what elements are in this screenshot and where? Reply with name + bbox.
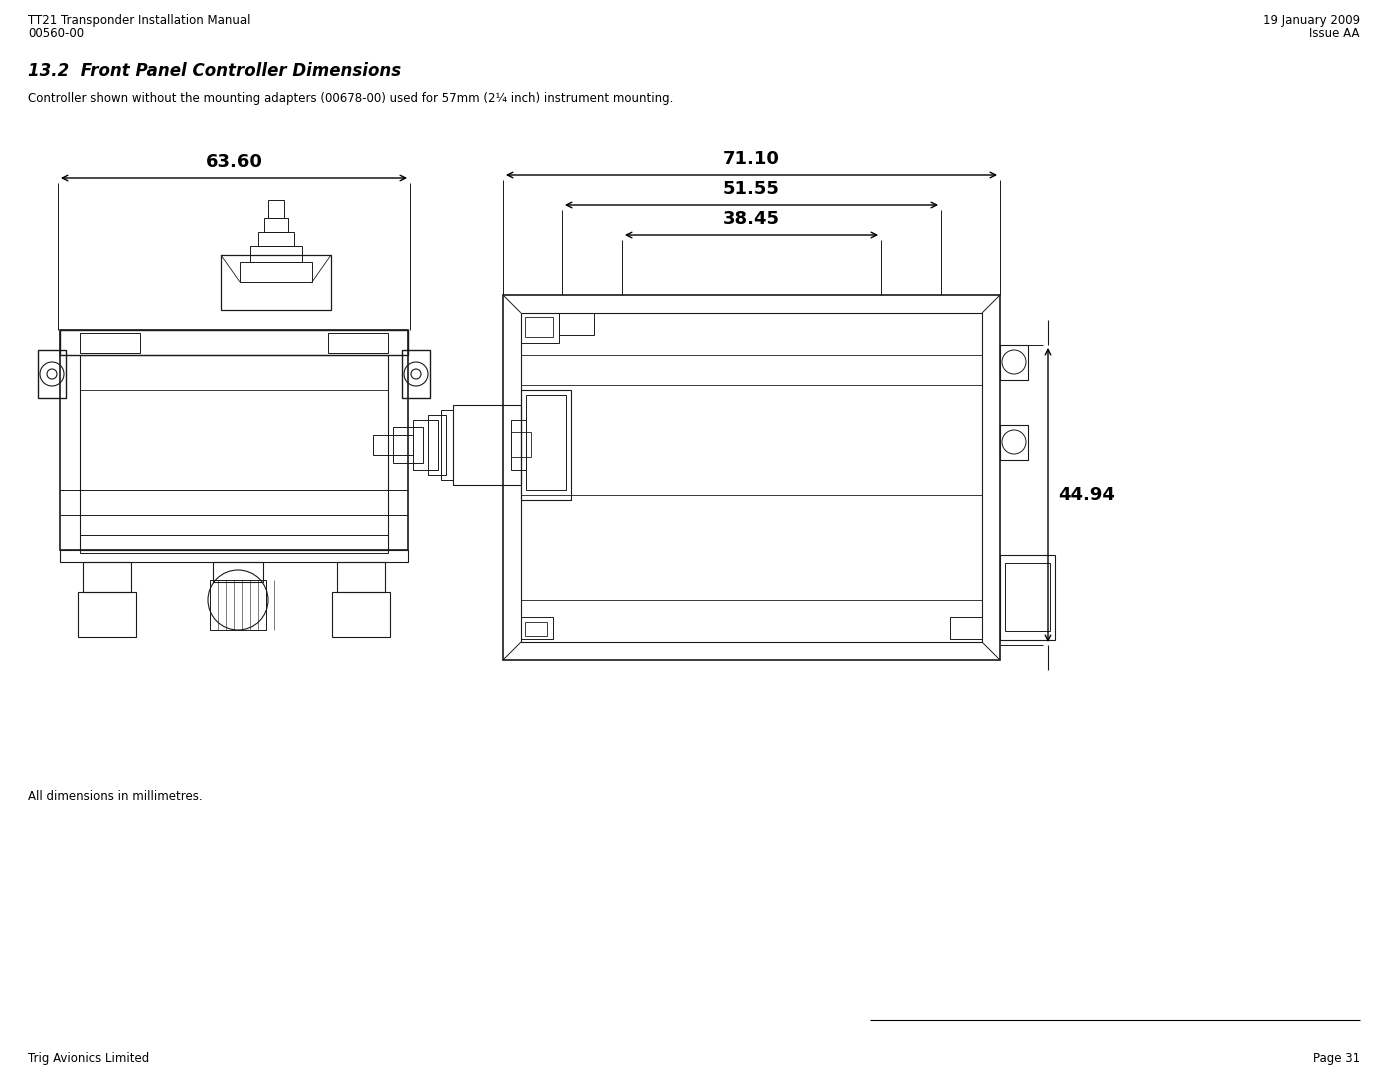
Bar — [525, 622, 547, 636]
Bar — [999, 425, 1029, 460]
Bar — [414, 420, 439, 470]
Bar — [393, 427, 423, 464]
Bar — [441, 410, 452, 480]
Bar — [520, 617, 552, 640]
Bar — [210, 580, 266, 630]
Bar — [258, 232, 294, 246]
Bar — [268, 200, 285, 218]
Bar — [520, 313, 981, 642]
Bar — [81, 355, 389, 550]
Bar — [250, 246, 303, 262]
Text: 13.2  Front Panel Controller Dimensions: 13.2 Front Panel Controller Dimensions — [28, 62, 401, 80]
Bar — [264, 218, 287, 232]
Bar — [511, 420, 526, 470]
Text: Issue AA: Issue AA — [1309, 27, 1360, 40]
Bar — [520, 313, 559, 343]
Bar — [511, 432, 532, 457]
Text: 19 January 2009: 19 January 2009 — [1263, 14, 1360, 27]
Bar — [1005, 563, 1049, 631]
Bar — [221, 255, 330, 310]
Bar — [60, 550, 408, 562]
Text: Controller shown without the mounting adapters (00678-00) used for 57mm (2¼ inch: Controller shown without the mounting ad… — [28, 92, 673, 105]
Text: All dimensions in millimetres.: All dimensions in millimetres. — [28, 790, 203, 803]
Text: 71.10: 71.10 — [723, 150, 780, 168]
Text: 51.55: 51.55 — [723, 180, 780, 199]
Bar — [212, 562, 262, 582]
Text: 44.94: 44.94 — [1058, 486, 1115, 504]
Bar — [525, 317, 552, 337]
Bar — [337, 562, 384, 592]
Bar — [428, 415, 446, 475]
Bar — [240, 262, 312, 282]
Bar — [520, 389, 570, 500]
Bar — [60, 330, 408, 550]
Text: 38.45: 38.45 — [723, 210, 780, 227]
Bar — [949, 617, 981, 640]
Bar — [60, 330, 408, 355]
Text: 00560-00: 00560-00 — [28, 27, 85, 40]
Bar — [373, 435, 414, 455]
Bar — [332, 592, 390, 637]
Bar — [328, 333, 389, 353]
Bar — [81, 333, 140, 353]
Bar — [526, 395, 566, 490]
Bar — [81, 535, 389, 553]
Bar — [502, 295, 999, 660]
Bar — [559, 313, 594, 335]
Text: Page 31: Page 31 — [1313, 1052, 1360, 1065]
Bar — [37, 350, 67, 398]
Bar — [83, 562, 130, 592]
Text: TT21 Transponder Installation Manual: TT21 Transponder Installation Manual — [28, 14, 250, 27]
Text: 63.60: 63.60 — [205, 153, 262, 171]
Bar — [403, 350, 430, 398]
Bar — [452, 405, 520, 485]
Bar — [999, 555, 1055, 640]
Bar — [999, 346, 1029, 380]
Text: Trig Avionics Limited: Trig Avionics Limited — [28, 1052, 150, 1065]
Bar — [78, 592, 136, 637]
